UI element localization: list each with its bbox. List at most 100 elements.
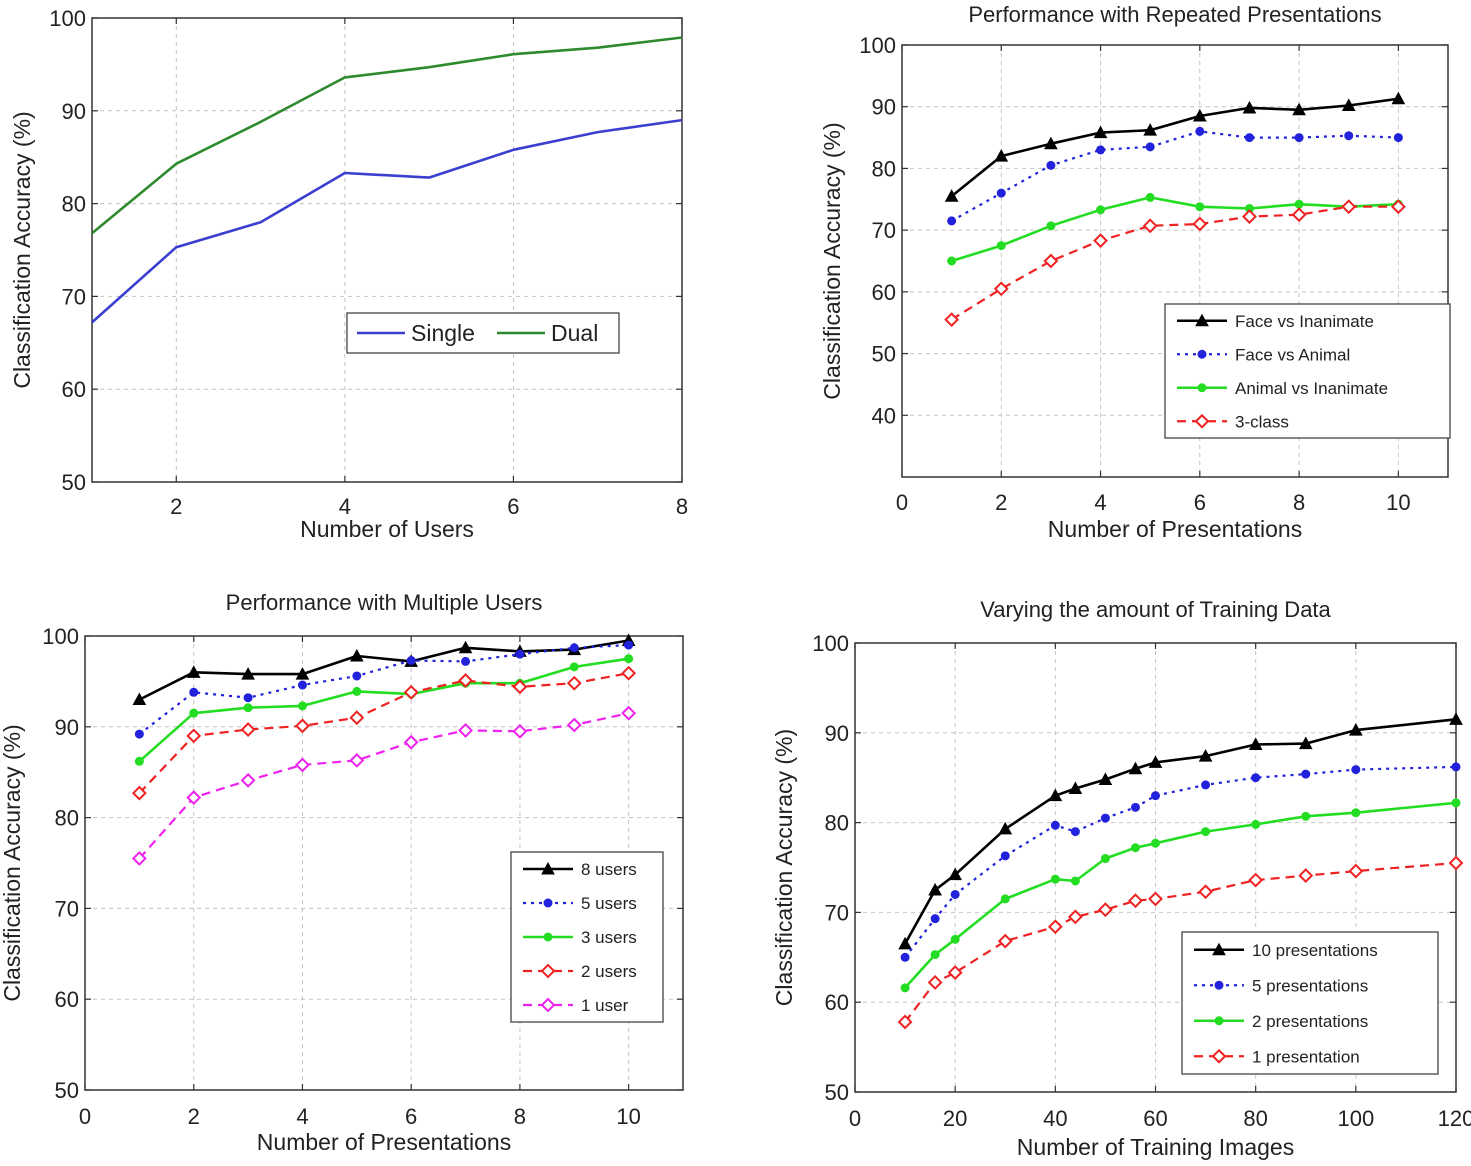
data-point — [1192, 108, 1207, 122]
y-axis-label: Classification Accuracy (%) — [9, 111, 35, 388]
data-point — [1351, 808, 1361, 818]
data-point — [352, 671, 362, 681]
series-line — [950, 97, 1399, 198]
x-tick-label: 100 — [1337, 1106, 1374, 1131]
data-point — [1098, 902, 1113, 918]
y-axis-label: Classification Accuracy (%) — [771, 729, 797, 1006]
data-point — [295, 667, 310, 680]
data-point — [243, 693, 253, 703]
data-point — [515, 649, 525, 659]
data-point — [993, 281, 1009, 297]
data-point — [1451, 762, 1461, 772]
data-point — [1192, 216, 1208, 232]
data-point — [1292, 102, 1306, 116]
x-tick-label: 10 — [1386, 490, 1410, 515]
data-point — [1251, 773, 1261, 783]
chart-panel-repeated: 0 2 4 6 8 10 40 50 60 70 80 90 100 Performance with R… — [819, 2, 1451, 542]
data-point — [1291, 207, 1307, 223]
y-tick-label: 70 — [55, 896, 79, 921]
series-line — [91, 36, 683, 235]
y-tick-label: 100 — [812, 631, 849, 656]
legend-label: 1 presentation — [1252, 1047, 1360, 1066]
legend-box — [1164, 303, 1451, 439]
legend-marker — [541, 861, 555, 875]
y-tick-label: 60 — [825, 990, 849, 1015]
y-tick-label: 50 — [872, 342, 896, 367]
x-tick-label: 6 — [1194, 490, 1206, 515]
series-line — [91, 118, 683, 324]
data-point — [566, 675, 582, 691]
data-point — [512, 723, 528, 739]
data-point — [996, 241, 1006, 251]
data-point — [930, 914, 940, 924]
data-point — [458, 673, 473, 688]
legend-label: 2 users — [581, 962, 637, 981]
data-point — [458, 640, 473, 654]
data-point — [1242, 100, 1257, 114]
y-axis-label: Classification Accuracy (%) — [819, 122, 845, 399]
data-point — [1348, 723, 1363, 736]
data-point — [996, 188, 1006, 198]
data-point — [512, 679, 528, 695]
legend-marker — [1214, 1016, 1224, 1026]
data-point — [240, 722, 256, 737]
legend-label: Face vs Inanimate — [1235, 312, 1374, 331]
data-point — [1242, 209, 1257, 224]
x-axis-label: Number of Users — [300, 516, 474, 542]
data-point — [1341, 98, 1356, 111]
data-point — [243, 703, 253, 713]
data-point — [132, 692, 147, 706]
series-8-users — [132, 633, 636, 706]
data-point — [1048, 788, 1063, 802]
x-tick-label: 4 — [1094, 490, 1106, 515]
data-point — [1148, 755, 1163, 768]
y-tick-label: 90 — [55, 715, 79, 740]
x-tick-label: 0 — [896, 490, 908, 515]
chart-panel-training: 0 20 40 60 80 100 120 50 60 70 80 90 100 Varying the … — [771, 597, 1471, 1160]
data-point — [898, 936, 912, 950]
data-point — [1341, 199, 1357, 215]
series-line — [904, 861, 1457, 1023]
legend-label: 8 users — [581, 860, 637, 879]
data-point — [947, 216, 957, 226]
y-tick-label: 40 — [872, 403, 896, 428]
y-tick-label: 80 — [55, 806, 79, 831]
y-tick-label: 60 — [62, 377, 86, 402]
data-point — [1145, 142, 1155, 152]
data-point — [1195, 202, 1205, 212]
data-point — [897, 1014, 913, 1030]
series-line — [138, 672, 629, 794]
data-point — [1195, 126, 1205, 136]
y-axis-label: Classification Accuracy (%) — [0, 724, 25, 1001]
data-point — [950, 934, 960, 944]
legend-marker — [543, 898, 553, 908]
data-point — [928, 882, 942, 896]
data-point — [1390, 199, 1406, 215]
series-5-presentations — [900, 762, 1461, 962]
y-tick-label: 100 — [859, 33, 896, 58]
data-point — [569, 643, 579, 653]
x-tick-label: 0 — [849, 1106, 861, 1131]
data-point — [927, 975, 943, 990]
legend: Face vs Inanimate Face vs Animal Animal vs… — [1164, 303, 1451, 439]
x-tick-label: 10 — [616, 1104, 640, 1129]
legend-marker — [543, 932, 553, 942]
y-tick-label: 60 — [55, 987, 79, 1012]
legend-marker — [540, 963, 556, 979]
legend-label: 2 presentations — [1252, 1012, 1368, 1031]
data-point — [994, 149, 1009, 162]
data-point — [900, 983, 910, 993]
y-tick-label: 50 — [55, 1078, 79, 1103]
legend-box — [1181, 931, 1439, 1075]
data-point — [944, 189, 959, 202]
data-point — [1248, 737, 1263, 750]
legend-box — [346, 312, 620, 354]
data-point — [621, 705, 637, 721]
data-point — [1298, 736, 1313, 750]
series-single — [91, 118, 683, 324]
data-point — [189, 687, 199, 697]
data-point — [1251, 819, 1261, 829]
data-point — [944, 312, 960, 328]
data-point — [930, 950, 940, 960]
